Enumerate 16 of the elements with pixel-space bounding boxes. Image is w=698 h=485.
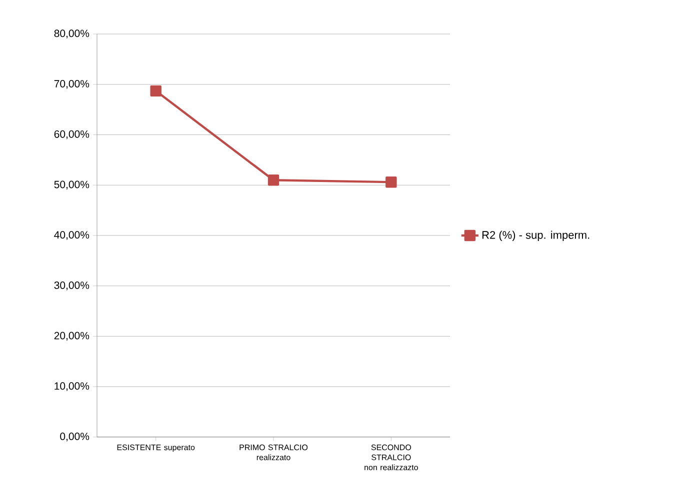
- y-tick-label: 20,00%: [54, 332, 90, 341]
- y-tick-label: 50,00%: [54, 180, 90, 190]
- point: [386, 176, 397, 188]
- y-tick-label: 10,00%: [54, 382, 90, 391]
- y-tick-label: 70,00%: [54, 80, 90, 89]
- y-tick-label: 0,00%: [60, 432, 90, 442]
- x-tick-label: PRIMO STRALCIO realizzato: [240, 444, 308, 460]
- y-tick-label: 80,00%: [54, 30, 90, 38]
- x-tick-label: SECONDO STRALCIO non realizzazto: [364, 444, 418, 470]
- point: [150, 85, 162, 97]
- point: [268, 174, 280, 186]
- y-tick-label: 30,00%: [54, 282, 90, 290]
- y-tick-label: 40,00%: [54, 231, 90, 240]
- y-tick-label: 60,00%: [54, 130, 90, 140]
- x-tick-label: ESISTENTE superato: [117, 444, 195, 452]
- legend-label: R2 (%) - sup. imperm.: [482, 230, 590, 242]
